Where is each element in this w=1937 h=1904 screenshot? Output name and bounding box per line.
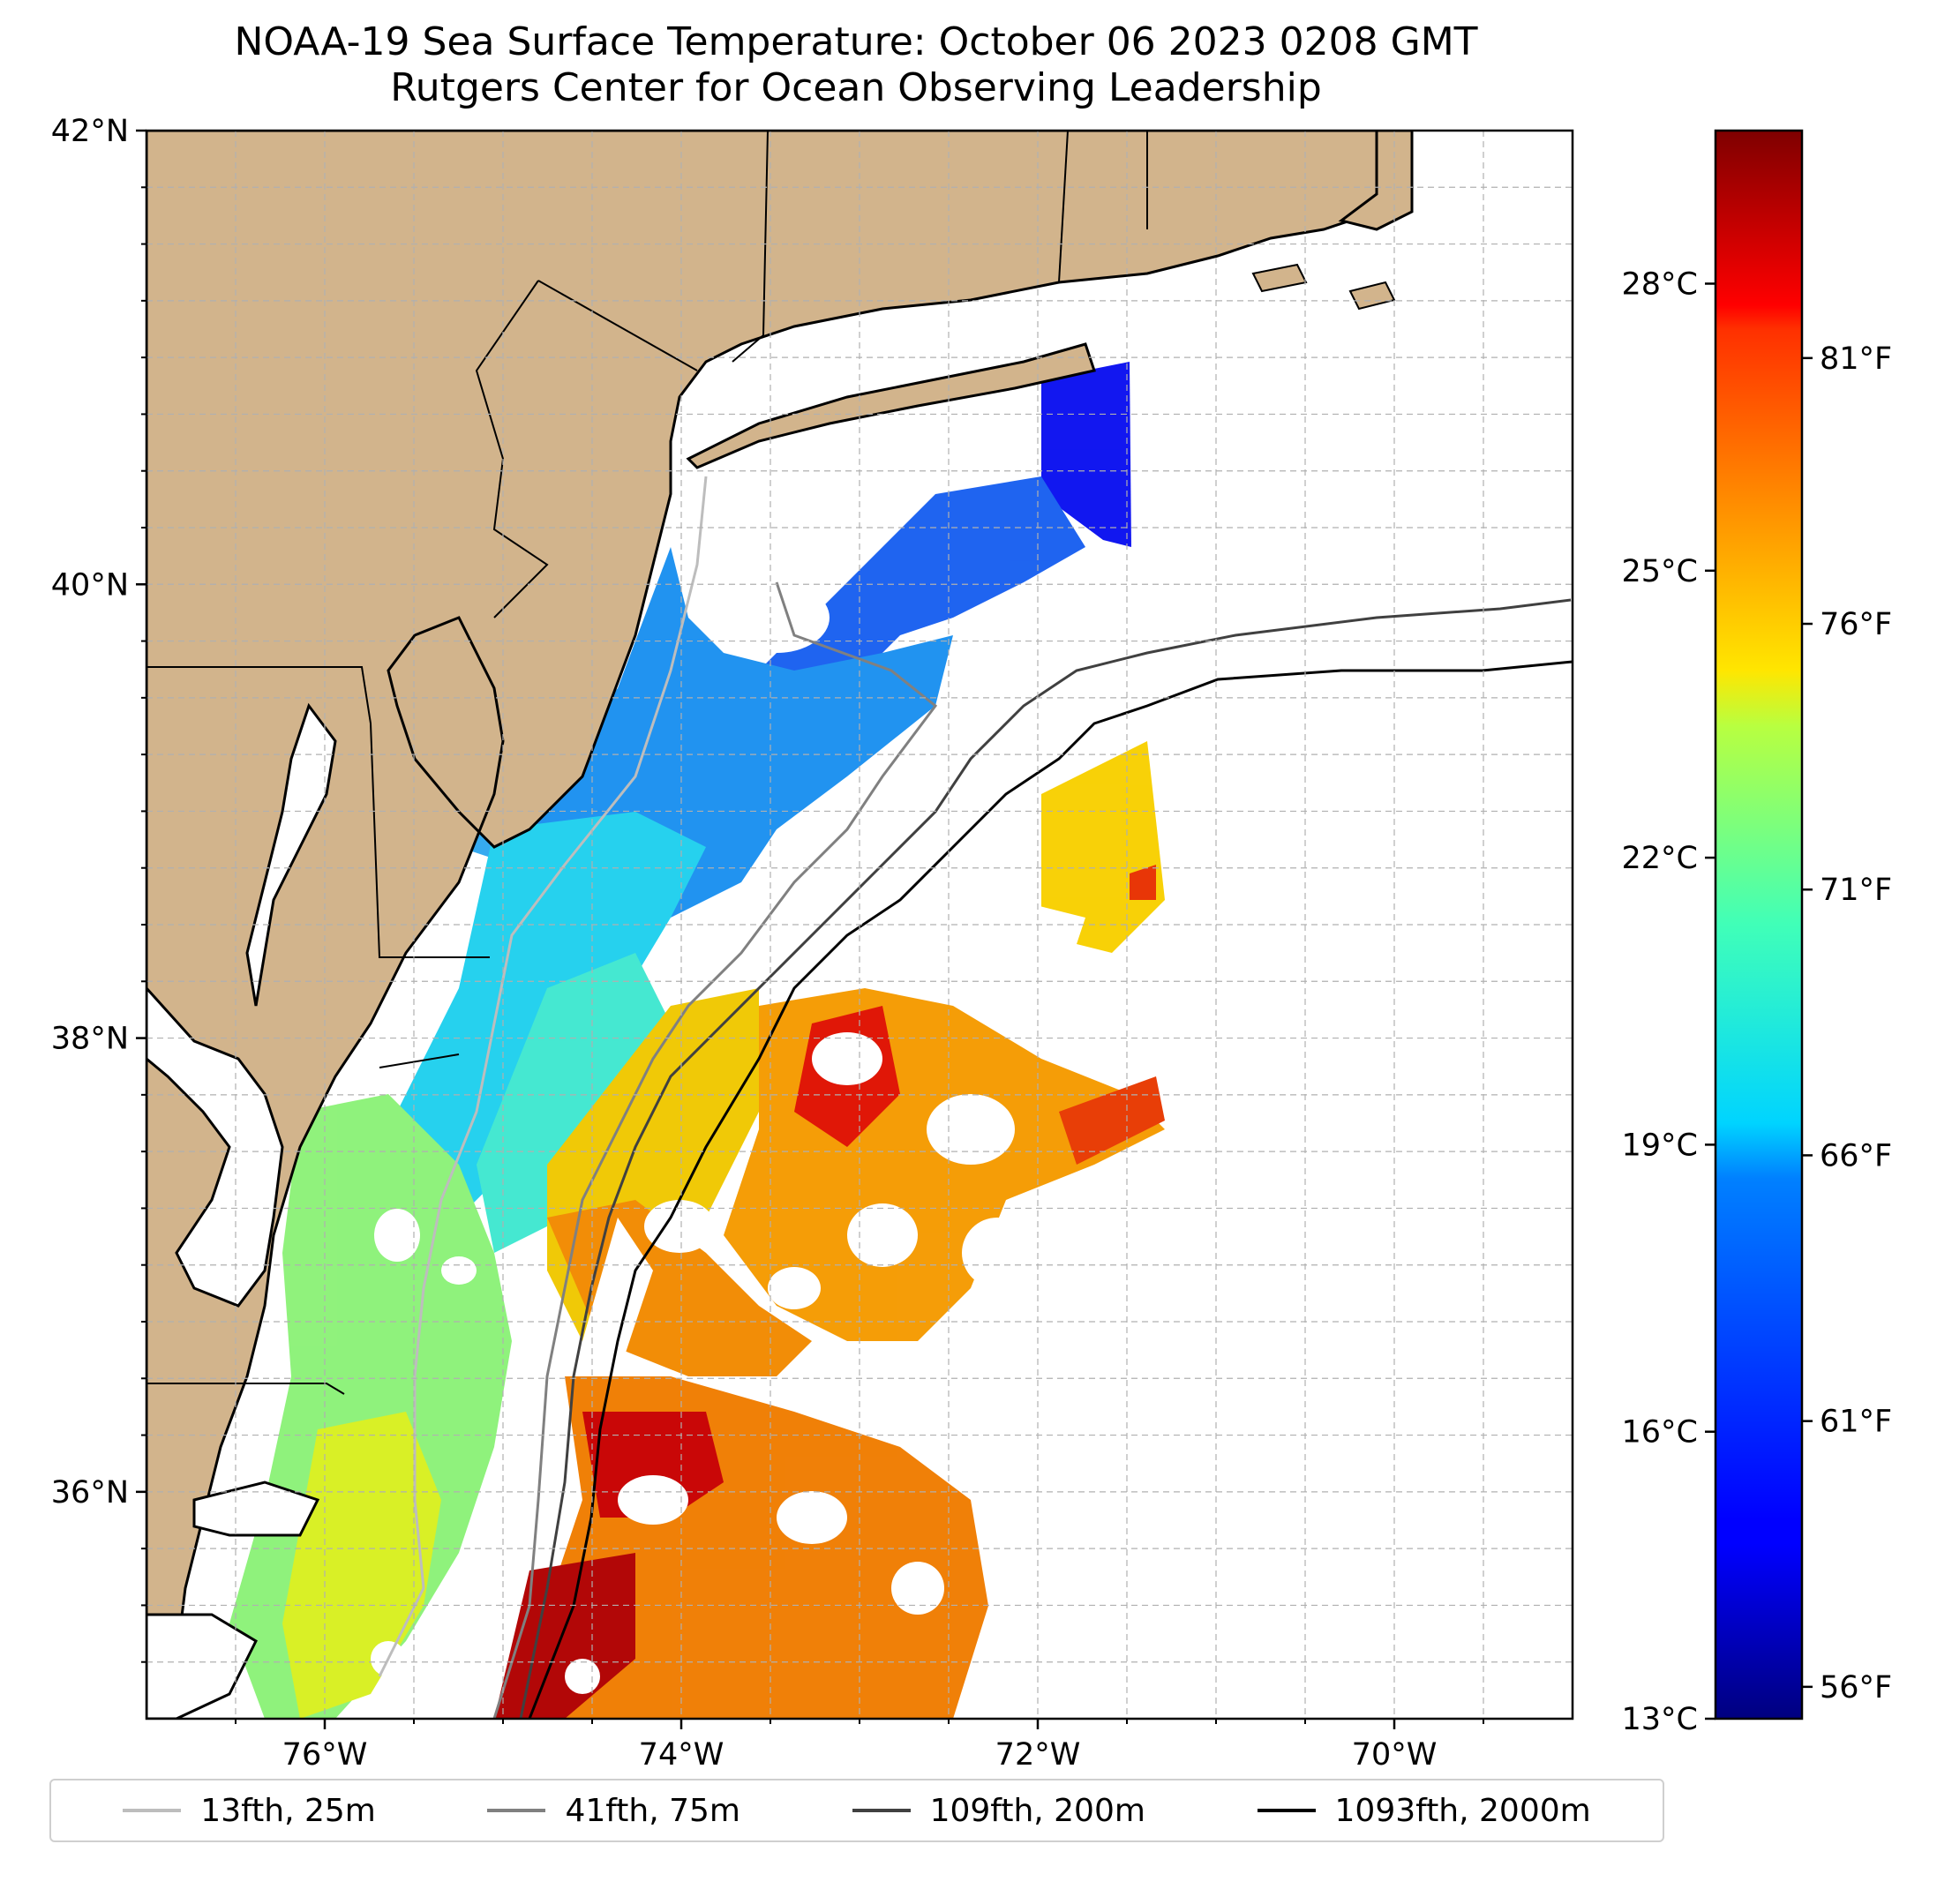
celsius-tick-label: 22°C bbox=[1622, 841, 1698, 876]
lon-tick-label: 74°W bbox=[639, 1737, 724, 1773]
lat-tick-label: 42°N bbox=[51, 114, 129, 149]
lat-tick-label: 38°N bbox=[51, 1022, 129, 1057]
fahrenheit-tick-label: 66°F bbox=[1820, 1138, 1892, 1173]
fahrenheit-tick-label: 61°F bbox=[1820, 1405, 1892, 1440]
pamlico-sound bbox=[146, 1613, 258, 1719]
land-long-island bbox=[686, 342, 1096, 469]
lon-tick-label: 72°W bbox=[995, 1737, 1081, 1773]
legend-item: 1093fth, 2000m bbox=[1257, 1792, 1591, 1829]
contour-75m bbox=[492, 581, 938, 1719]
gridlines bbox=[146, 131, 1573, 1719]
lat-tick-label: 36°N bbox=[51, 1475, 129, 1510]
legend-item: 41fth, 75m bbox=[487, 1793, 740, 1829]
sst-region-offshore-red-east bbox=[1059, 1076, 1165, 1165]
sst-region-offshore-red-south bbox=[582, 1412, 724, 1518]
chesapeake-bay bbox=[146, 986, 284, 1308]
legend-label: 41fth, 75m bbox=[565, 1792, 740, 1829]
lat-tick-label: 40°N bbox=[51, 567, 129, 603]
colorbar-gradient bbox=[1714, 129, 1804, 1720]
legend-line-swatch bbox=[852, 1809, 911, 1812]
contour-25m bbox=[378, 476, 708, 1677]
legend-label: 13fth, 25m bbox=[200, 1792, 376, 1829]
sst-region-cold-northeast bbox=[1041, 362, 1131, 547]
celsius-tick-label: 25°C bbox=[1622, 554, 1698, 589]
fahrenheit-tick-label: 76°F bbox=[1820, 607, 1892, 642]
land bbox=[146, 131, 1414, 1719]
celsius-tick-label: 13°C bbox=[1622, 1702, 1698, 1737]
contour-2000m bbox=[528, 660, 1573, 1719]
legend-line-swatch bbox=[487, 1809, 546, 1812]
chart-title: NOAA-19 Sea Surface Temperature: October… bbox=[141, 19, 1571, 111]
lon-tick-label: 70°W bbox=[1352, 1737, 1438, 1773]
fahrenheit-tick-label: 81°F bbox=[1820, 341, 1892, 377]
sst-region-shelf-cyan-mid bbox=[477, 953, 671, 1253]
title-line-1: NOAA-19 Sea Surface Temperature: October… bbox=[234, 19, 1478, 64]
legend-item: 13fth, 25m bbox=[123, 1793, 376, 1829]
axis-ticks: 76°W 74°W 72°W 70°W 42°N 40°N 38°N 36°N bbox=[51, 114, 1484, 1773]
sst-region-warm-ring-red bbox=[1130, 865, 1156, 900]
celsius-tick-label: 16°C bbox=[1622, 1415, 1698, 1450]
legend-label: 1093fth, 2000m bbox=[1334, 1792, 1591, 1829]
depth-legend: 13fth, 25m 41fth, 75m 109fth, 200m 1093fth,… bbox=[49, 1779, 1664, 1842]
celsius-tick-label: 28°C bbox=[1622, 266, 1698, 302]
legend-line-swatch bbox=[123, 1809, 182, 1812]
albemarle-sound bbox=[192, 1480, 320, 1537]
lon-tick-label: 76°W bbox=[282, 1737, 368, 1773]
chesapeake-upper bbox=[245, 702, 337, 1007]
state-borders bbox=[146, 131, 1148, 1395]
fahrenheit-tick-label: 56°F bbox=[1820, 1670, 1892, 1705]
no-data-gaps bbox=[371, 582, 1085, 1694]
land-marthas-vineyard bbox=[1251, 263, 1308, 293]
legend-line-swatch bbox=[1257, 1809, 1316, 1812]
celsius-tick-label: 19°C bbox=[1622, 1128, 1698, 1163]
legend-item: 109fth, 200m bbox=[852, 1793, 1145, 1829]
legend-label: 109fth, 200m bbox=[929, 1792, 1145, 1829]
map-plot-area bbox=[146, 131, 1573, 1719]
sst-region-shelf-nearshore bbox=[282, 1412, 441, 1719]
title-line-2: Rutgers Center for Ocean Observing Leade… bbox=[390, 65, 1322, 110]
fahrenheit-tick-label: 71°F bbox=[1820, 873, 1892, 908]
colorbar-ticks: 13°C 16°C 19°C 22°C 25°C 28°C 56°F 61°F 66°F 71°F… bbox=[1622, 266, 1893, 1737]
